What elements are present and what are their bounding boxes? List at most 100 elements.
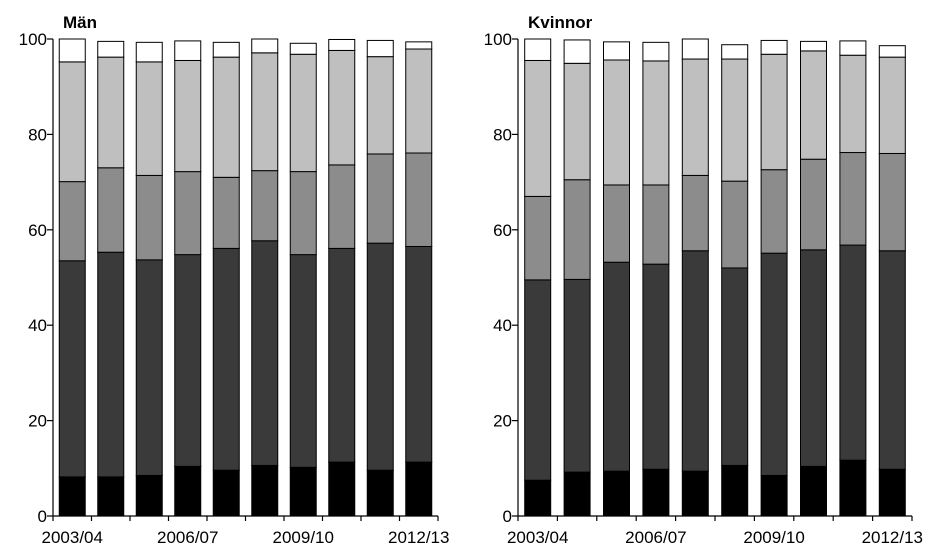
bar-segment xyxy=(524,479,552,517)
bar-segment xyxy=(800,465,827,517)
bar-segment xyxy=(289,53,317,173)
bar-segment xyxy=(603,470,630,517)
bar-segment xyxy=(174,254,202,467)
bar-segment xyxy=(58,181,86,262)
bar-segment xyxy=(524,38,552,61)
bar-segment xyxy=(603,261,630,472)
bar-segment xyxy=(839,54,867,154)
bar-segment xyxy=(212,176,240,249)
bar-segment xyxy=(878,56,906,154)
bar-segment xyxy=(721,464,749,517)
bar-segment xyxy=(681,250,709,472)
bar-segment xyxy=(603,59,630,186)
x-tick-label: 2012/13 xyxy=(388,528,449,547)
bar-segment xyxy=(289,171,317,256)
bar-segment xyxy=(289,42,317,55)
bar-segment xyxy=(366,39,394,58)
bar-segment xyxy=(58,61,86,183)
bar-segment xyxy=(760,252,788,476)
bar-segment xyxy=(251,464,279,517)
y-tick-label: 40 xyxy=(493,316,512,335)
bar-segment xyxy=(328,38,356,51)
bar-segment xyxy=(800,249,827,467)
bar-segment xyxy=(135,474,163,517)
bar-segment xyxy=(328,49,356,166)
y-tick-label: 80 xyxy=(493,125,512,144)
bar-segment xyxy=(328,247,356,463)
bar-segment xyxy=(289,254,317,468)
y-tick-label: 100 xyxy=(19,30,47,49)
bar-segment xyxy=(839,459,867,517)
bar-segment xyxy=(174,171,202,256)
x-tick-label: 2006/07 xyxy=(157,528,218,547)
bar-segment xyxy=(878,152,906,252)
bar-segment xyxy=(642,60,670,186)
bar-segment xyxy=(366,153,394,244)
bar-segment xyxy=(524,195,552,281)
bar-segment xyxy=(721,58,749,182)
bar-segment xyxy=(603,41,630,61)
y-tick-label: 20 xyxy=(28,412,47,431)
bar-segment xyxy=(251,38,279,54)
bar-segment xyxy=(681,470,709,517)
bar-segment xyxy=(135,174,163,261)
y-tick-label: 20 xyxy=(493,412,512,431)
y-tick-label: 0 xyxy=(503,507,512,526)
bar-segment xyxy=(681,38,709,60)
x-tick-label: 2003/04 xyxy=(42,528,103,547)
bar-segment xyxy=(212,247,240,471)
bar-segment xyxy=(174,40,202,61)
bar-segment xyxy=(251,240,279,466)
bar-segment xyxy=(721,180,749,269)
bar-segment xyxy=(563,39,591,64)
bar-segment xyxy=(642,41,670,62)
x-tick-label: 2003/04 xyxy=(507,528,568,547)
x-tick-label: 2012/13 xyxy=(862,528,923,547)
x-tick-label: 2006/07 xyxy=(625,528,686,547)
bar-segment xyxy=(212,469,240,517)
x-tick-label: 2009/10 xyxy=(273,528,334,547)
bar-segment xyxy=(681,174,709,252)
bar-segment xyxy=(366,242,394,471)
bar-segment xyxy=(328,461,356,517)
bar-segment xyxy=(405,246,433,463)
bar-segment xyxy=(563,62,591,181)
bar-segment xyxy=(563,471,591,517)
bar-segment xyxy=(760,474,788,517)
bar-segment xyxy=(563,278,591,473)
bar-segment xyxy=(839,40,867,56)
bar-segment xyxy=(366,56,394,155)
chart-title: Män xyxy=(63,13,97,32)
y-tick-label: 60 xyxy=(493,221,512,240)
bar-segment xyxy=(839,152,867,246)
bar-segment xyxy=(721,267,749,466)
bar-segment xyxy=(878,250,906,470)
bar-segment xyxy=(642,184,670,265)
bar-segment xyxy=(760,169,788,254)
bar-segment xyxy=(97,40,125,58)
y-tick-label: 0 xyxy=(38,507,47,526)
bar-segment xyxy=(603,184,630,263)
chart-title: Kvinnor xyxy=(528,13,593,32)
bar-segment xyxy=(524,59,552,197)
bar-segment xyxy=(58,38,86,63)
bar-segment xyxy=(97,167,125,253)
bar-segment xyxy=(642,468,670,517)
chart-panel-1: Män 0 20 40 60 80 100 2003/04 2006/07 2009/10 2012… xyxy=(19,13,450,547)
bar-segment xyxy=(524,279,552,481)
bar-segment xyxy=(58,476,86,517)
bar-segment xyxy=(251,52,279,172)
bar-segment xyxy=(878,468,906,517)
bar-segment xyxy=(97,476,125,517)
bar-segment xyxy=(405,152,433,247)
bar-segment xyxy=(212,41,240,58)
bar-segment xyxy=(878,45,906,58)
bar-segment xyxy=(174,465,202,517)
bar-segment xyxy=(328,164,356,249)
bar-segment xyxy=(251,170,279,242)
bar-segment xyxy=(97,56,125,169)
y-tick-label: 80 xyxy=(28,125,47,144)
y-tick-label: 40 xyxy=(28,316,47,335)
